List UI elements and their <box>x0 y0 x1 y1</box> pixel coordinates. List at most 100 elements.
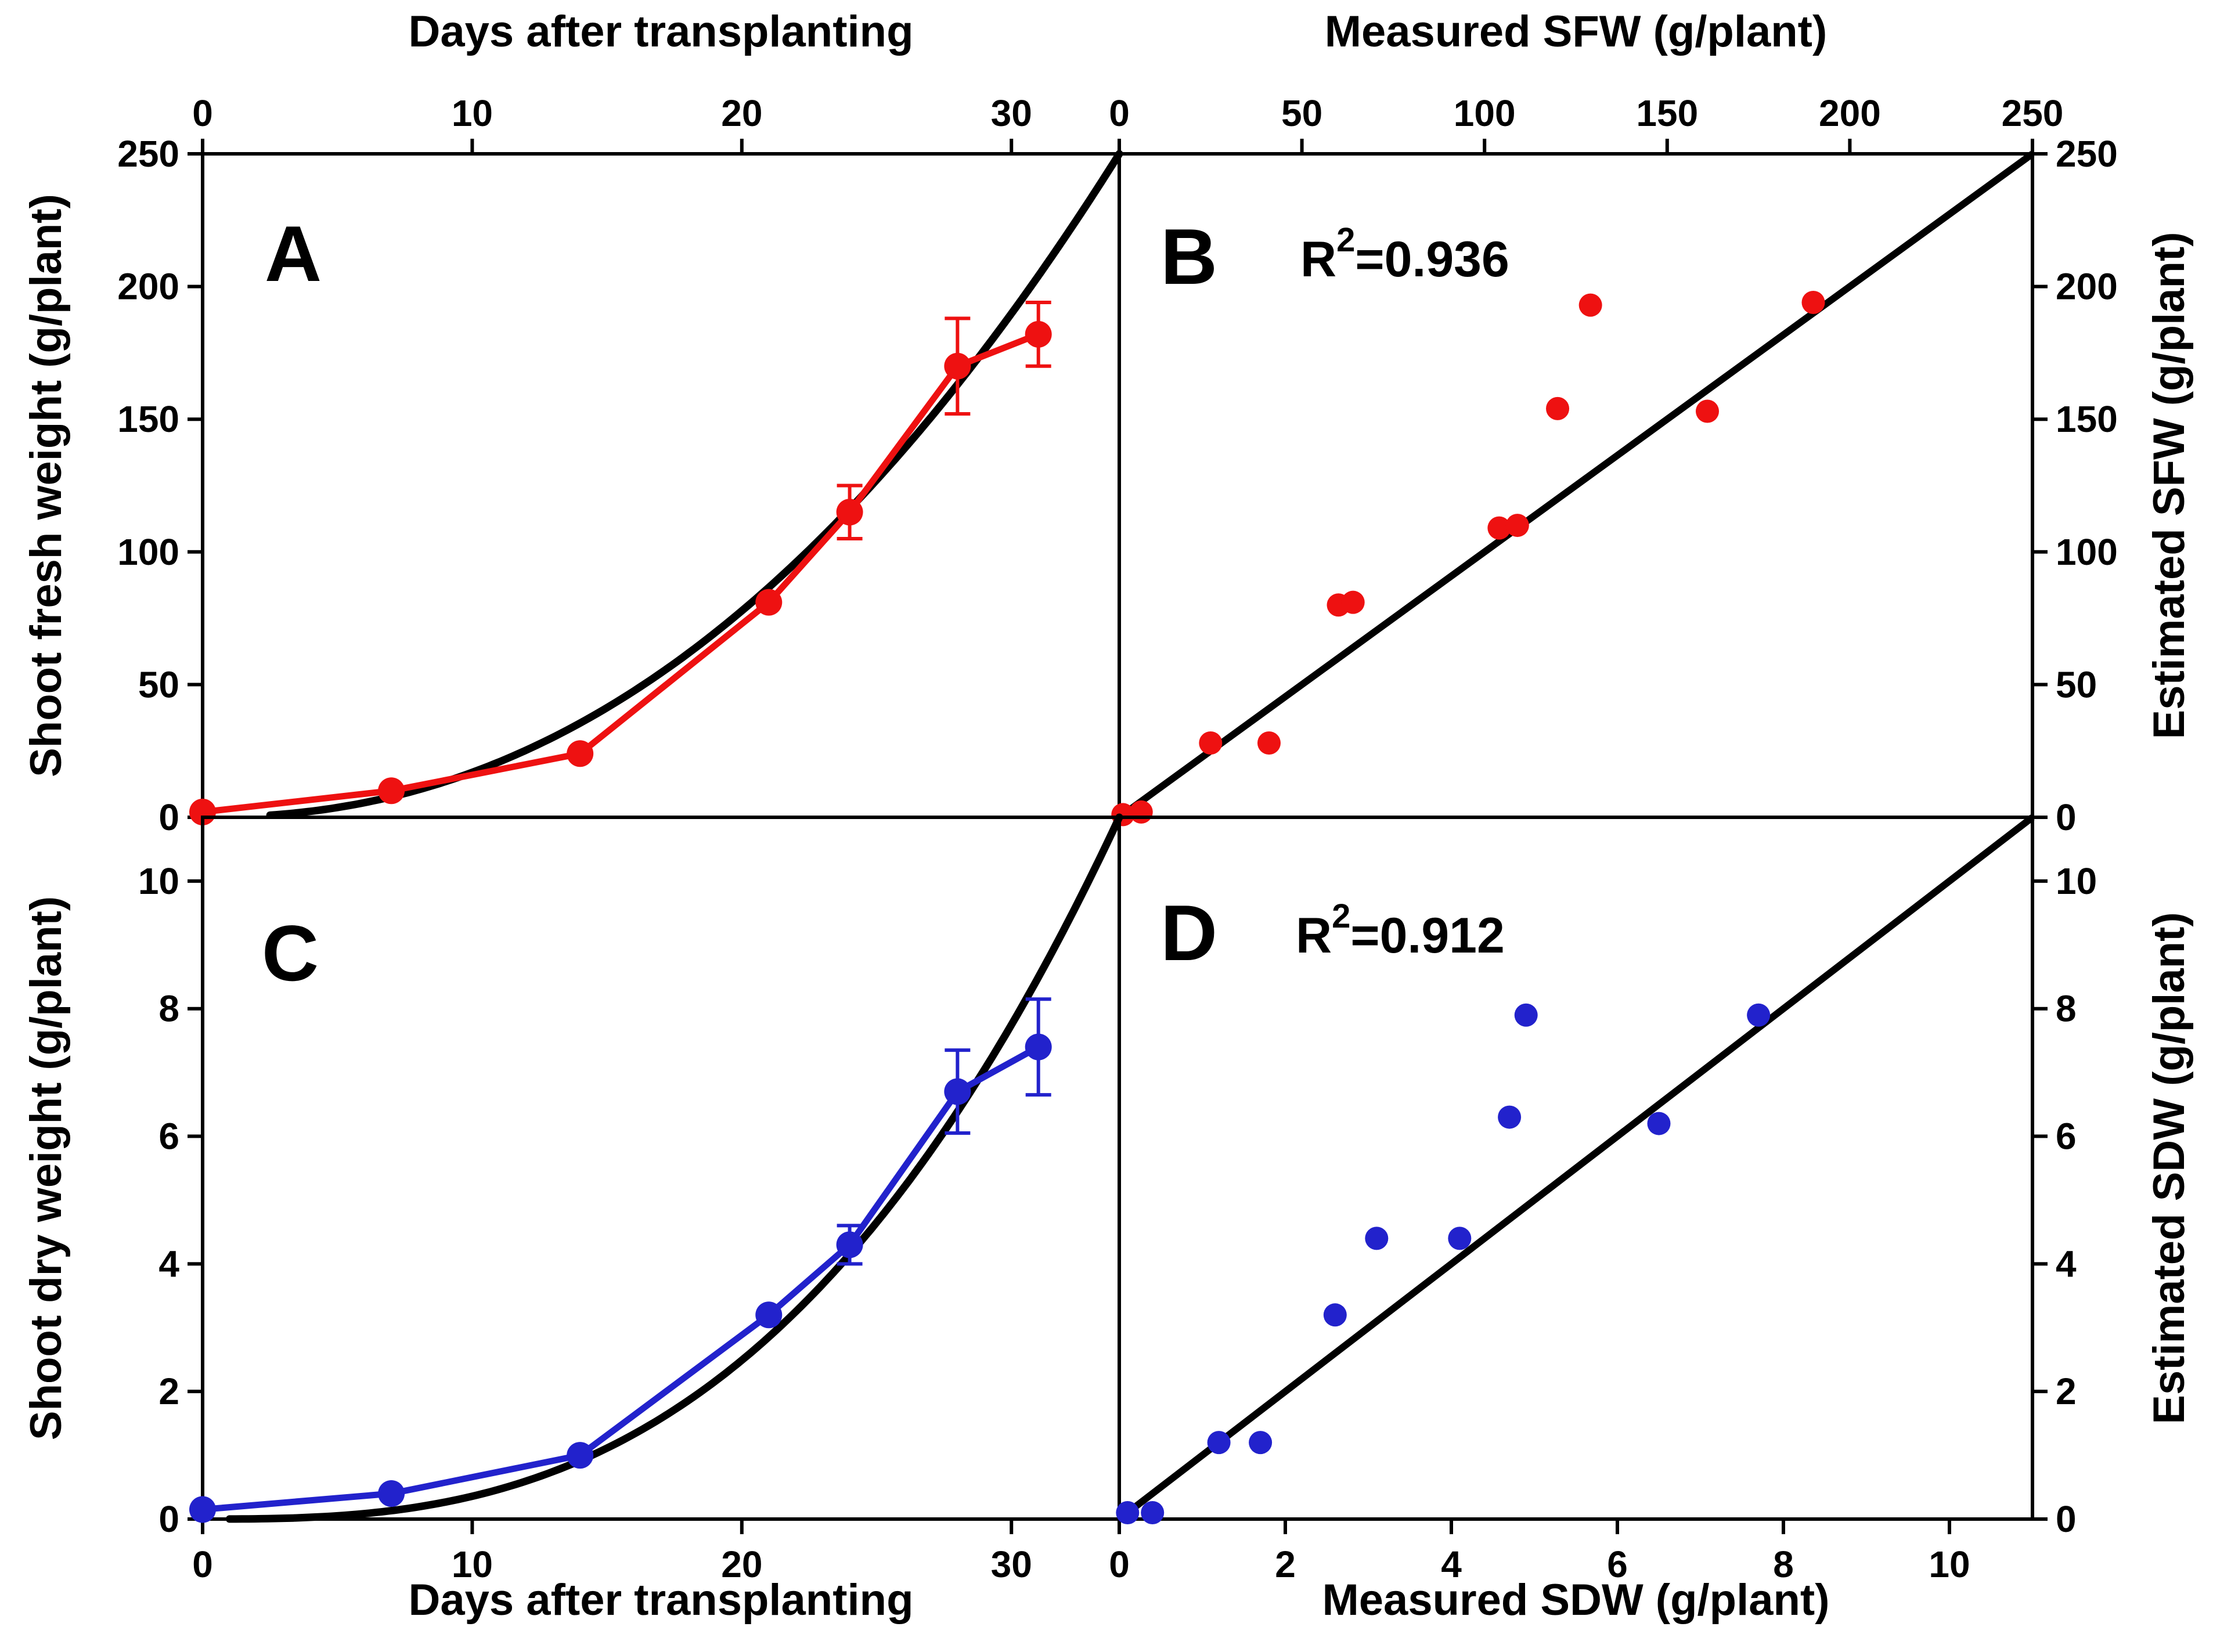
x-tick-label: 4 <box>1441 1543 1462 1585</box>
data-point-marker <box>567 1442 594 1469</box>
panel-label-D: D <box>1160 889 1217 977</box>
x-tick-label: 10 <box>452 1543 493 1585</box>
x-tick-label: 8 <box>1773 1543 1794 1585</box>
y-tick-label: 150 <box>117 398 179 440</box>
data-point-marker <box>1025 320 1052 348</box>
scatter-point <box>1747 1003 1771 1027</box>
one-to-one-line <box>1117 151 2035 820</box>
x-axis-title-bottom: Measured SDW (g/plant) <box>1322 1575 1829 1625</box>
x-axis-title-top: Days after transplanting <box>409 7 914 56</box>
x-tick-label: 50 <box>1281 92 1322 134</box>
y-tick-label: 50 <box>2056 663 2097 705</box>
scatter-point <box>1448 1227 1472 1250</box>
data-point-marker <box>836 1231 863 1258</box>
scatter-point <box>1514 1003 1538 1027</box>
x-tick-label: 6 <box>1607 1543 1628 1585</box>
fit-curve <box>266 150 1123 819</box>
x-tick-label: 250 <box>2002 92 2064 134</box>
data-point-marker <box>755 589 783 616</box>
x-tick-label: 150 <box>1636 92 1698 134</box>
scatter-point <box>1696 399 1720 423</box>
one-to-one-line <box>1117 814 2035 1522</box>
data-point-marker <box>567 740 594 767</box>
scatter-point <box>1341 590 1365 614</box>
panel-C-frame <box>201 816 1121 1521</box>
y-tick-label: 8 <box>158 988 179 1030</box>
panel-label-B: B <box>1160 212 1217 301</box>
panel-label-C: C <box>262 909 319 997</box>
scatter-point <box>1141 1501 1165 1525</box>
x-tick-label: 0 <box>1109 92 1130 134</box>
scatter-point <box>1647 1112 1671 1135</box>
y-tick-label: 0 <box>2056 1498 2077 1540</box>
scatter-point <box>1546 396 1570 420</box>
x-tick-label: 30 <box>991 92 1032 134</box>
scatter-point <box>1207 1431 1231 1455</box>
data-point-marker <box>189 1496 216 1523</box>
scatter-point <box>1116 1501 1140 1525</box>
panel-A-frame <box>201 152 1121 819</box>
scatter-point <box>1323 1303 1347 1327</box>
y-tick-label: 6 <box>2056 1116 2077 1157</box>
x-tick-label: 10 <box>452 92 493 134</box>
y-tick-label: 250 <box>117 133 179 175</box>
x-tick-label: 20 <box>721 92 762 134</box>
scatter-point <box>1578 293 1602 317</box>
scatter-point <box>1199 731 1223 755</box>
y-tick-label: 100 <box>2056 531 2118 573</box>
panel-A: 0 10 20 30 0 50 100 150 200 250 Days after transpl… <box>21 7 1123 838</box>
panel-D: 0 2 4 6 8 10 0 2 4 6 8 10 Measured SDW (g/plant) Esti… <box>1109 814 2194 1625</box>
x-tick-label: 100 <box>1454 92 1516 134</box>
data-point-marker <box>378 1480 405 1507</box>
y-axis-title-left: Shoot fresh weight (g/plant) <box>21 194 71 777</box>
y-tick-label: 250 <box>2056 133 2118 175</box>
y-tick-label: 10 <box>138 860 179 902</box>
y-axis-title-left: Shoot dry weight (g/plant) <box>21 896 71 1440</box>
scatter-point <box>1249 1431 1273 1455</box>
x-tick-label: 0 <box>192 1543 213 1585</box>
y-tick-label: 2 <box>2056 1370 2077 1412</box>
data-point-marker <box>378 777 405 805</box>
y-tick-label: 150 <box>2056 398 2118 440</box>
data-point-marker <box>944 1078 971 1105</box>
y-tick-label: 0 <box>158 796 179 838</box>
panel-B: 0 50 100 150 200 250 0 50 100 150 200 250 Measured S… <box>1109 7 2194 838</box>
scatter-point <box>1498 1105 1522 1129</box>
y-tick-label: 200 <box>117 266 179 308</box>
scatter-point <box>1487 516 1511 540</box>
y-tick-label: 0 <box>158 1498 179 1540</box>
y-tick-label: 10 <box>2056 860 2097 902</box>
x-tick-label: 30 <box>991 1543 1032 1585</box>
x-tick-label: 200 <box>1819 92 1881 134</box>
y-tick-label: 6 <box>158 1116 179 1157</box>
x-tick-label: 2 <box>1275 1543 1296 1585</box>
scatter-point <box>1365 1227 1389 1250</box>
y-axis-title-right: Estimated SFW (g/plant) <box>2145 232 2194 740</box>
r2-annotation-D: R2=0.912 <box>1296 897 1505 964</box>
y-axis-title-right: Estimated SDW (g/plant) <box>2145 912 2194 1424</box>
y-tick-label: 200 <box>2056 266 2118 308</box>
scatter-point <box>1257 731 1281 755</box>
data-point-marker <box>944 352 971 380</box>
fit-curve <box>225 813 1123 1523</box>
x-axis-title-bottom: Days after transplanting <box>409 1575 914 1625</box>
y-tick-label: 100 <box>117 531 179 573</box>
scatter-point <box>1505 514 1529 538</box>
y-tick-label: 50 <box>138 663 179 705</box>
panel-D-frame <box>1118 816 2034 1521</box>
x-tick-label: 10 <box>1929 1543 1970 1585</box>
data-point-marker <box>755 1301 783 1329</box>
r2-annotation-B: R2=0.936 <box>1300 221 1509 288</box>
x-tick-label: 20 <box>721 1543 762 1585</box>
y-tick-label: 8 <box>2056 988 2077 1030</box>
scatter-point <box>1129 800 1153 824</box>
x-tick-label: 0 <box>192 92 213 134</box>
y-tick-label: 4 <box>2056 1243 2077 1285</box>
data-point-marker <box>1025 1033 1052 1061</box>
panel-label-A: A <box>265 210 322 298</box>
x-tick-label: 0 <box>1109 1543 1130 1585</box>
x-axis-title-top: Measured SFW (g/plant) <box>1325 7 1828 56</box>
